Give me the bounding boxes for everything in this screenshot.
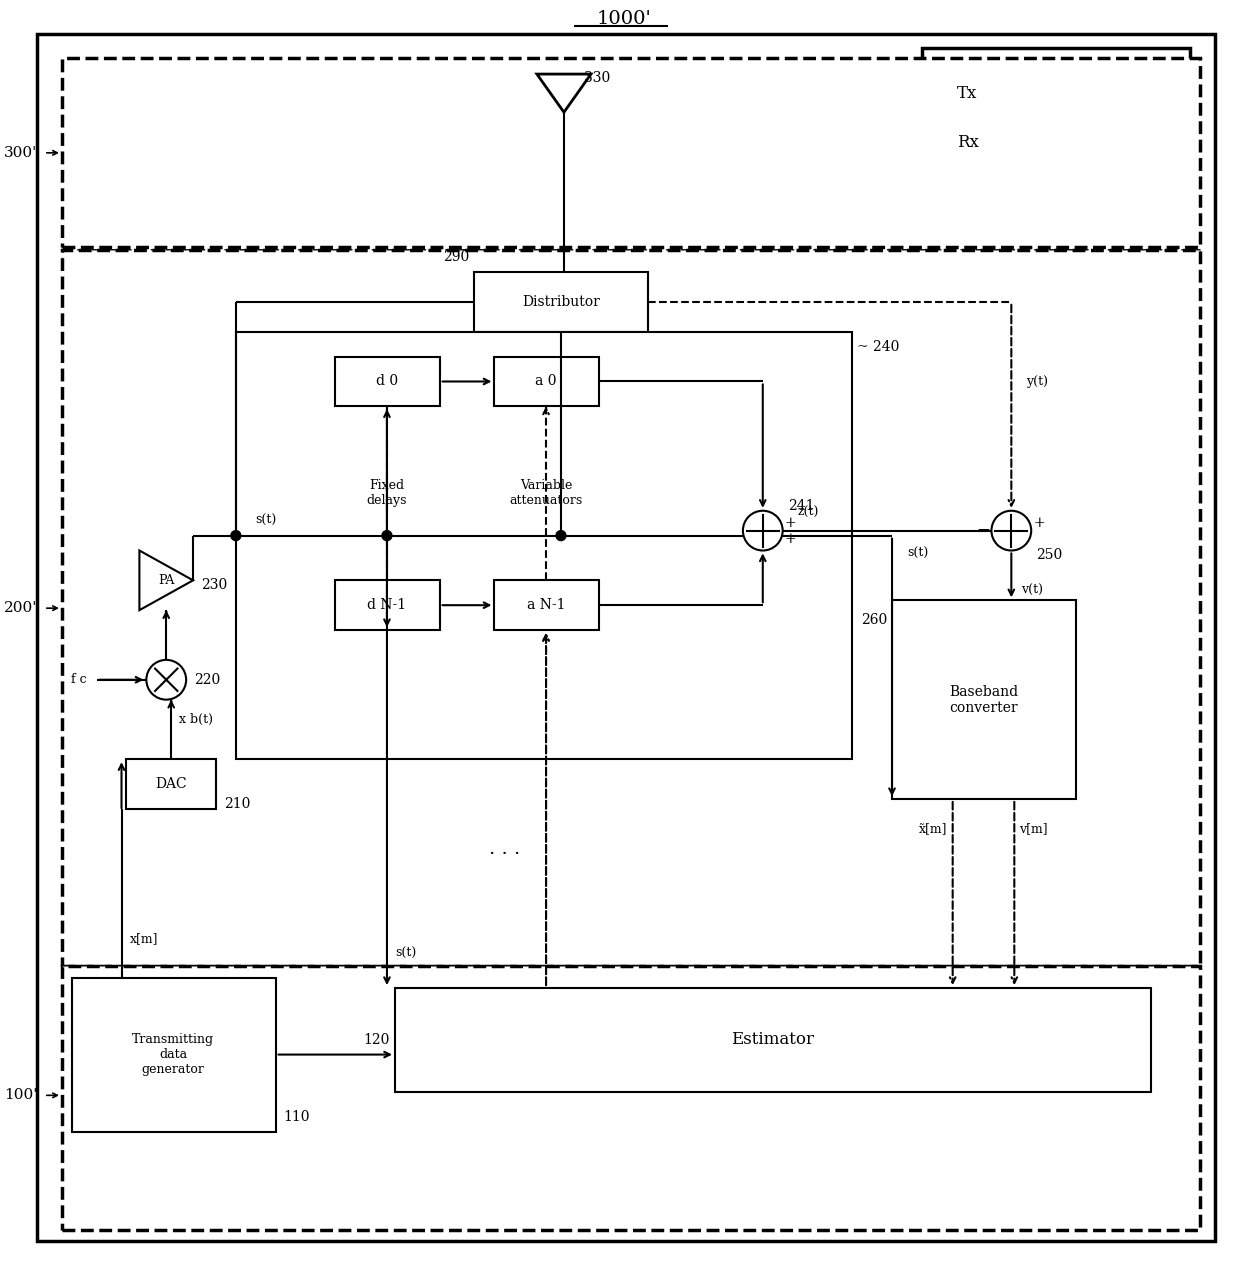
Circle shape [556, 530, 565, 541]
Text: 120: 120 [363, 1033, 389, 1047]
Text: Variable
attenuators: Variable attenuators [510, 479, 583, 507]
Text: 100': 100' [4, 1089, 37, 1103]
Text: d 0: d 0 [376, 375, 398, 389]
Circle shape [146, 660, 186, 700]
Bar [495, 580, 599, 630]
Bar [335, 580, 440, 630]
Text: x[m]: x[m] [129, 932, 157, 945]
Text: 200': 200' [4, 602, 37, 615]
Text: . . .: . . . [489, 840, 520, 858]
Bar [892, 601, 1076, 799]
Text: s(t): s(t) [394, 946, 417, 960]
Text: +: + [1033, 515, 1045, 529]
Text: 210: 210 [224, 797, 250, 811]
Text: z(t): z(t) [797, 506, 818, 519]
Bar [921, 48, 1190, 182]
Circle shape [231, 530, 241, 541]
Text: v[m]: v[m] [1019, 822, 1048, 835]
Text: 330: 330 [584, 71, 610, 85]
Text: +: + [785, 532, 796, 546]
Bar [335, 357, 440, 407]
Text: 1000': 1000' [596, 10, 651, 28]
Text: ~ 240: ~ 240 [857, 339, 899, 353]
Text: +: + [785, 515, 796, 529]
Bar [126, 760, 216, 810]
Bar [236, 332, 852, 760]
Circle shape [992, 511, 1032, 551]
Text: v(t): v(t) [1022, 584, 1043, 597]
Text: d N-1: d N-1 [367, 598, 407, 612]
Text: s(t): s(t) [255, 514, 277, 527]
Bar [62, 250, 1200, 966]
Text: 220: 220 [195, 673, 221, 687]
Text: 250: 250 [1037, 548, 1063, 562]
Text: a N-1: a N-1 [527, 598, 565, 612]
Text: Fixed
delays: Fixed delays [367, 479, 407, 507]
Text: 290: 290 [443, 250, 470, 264]
Circle shape [382, 530, 392, 541]
Bar [495, 357, 599, 407]
Text: Distributor: Distributor [522, 295, 600, 309]
Text: s(t): s(t) [906, 547, 929, 560]
Circle shape [743, 511, 782, 551]
Text: 300': 300' [4, 145, 37, 159]
Text: Rx: Rx [956, 134, 978, 152]
Text: Baseband
converter: Baseband converter [949, 685, 1018, 715]
Text: y(t): y(t) [1027, 375, 1048, 388]
Text: x b(t): x b(t) [179, 713, 213, 725]
Text: PA: PA [157, 574, 175, 586]
Text: −: − [977, 523, 991, 539]
Text: Transmitting
data
generator: Transmitting data generator [133, 1033, 215, 1076]
Text: f c: f c [71, 673, 87, 686]
Text: x̃[m]: x̃[m] [919, 822, 947, 835]
Text: a 0: a 0 [536, 375, 557, 389]
Bar [62, 59, 1200, 247]
Bar [475, 272, 649, 332]
Text: DAC: DAC [155, 778, 187, 792]
Bar [394, 988, 1151, 1093]
Bar [62, 966, 1200, 1229]
Text: Estimator: Estimator [732, 1031, 815, 1048]
Bar [72, 978, 275, 1132]
Text: 260: 260 [861, 613, 887, 627]
Polygon shape [537, 74, 591, 112]
Polygon shape [139, 551, 193, 611]
Text: 230: 230 [201, 579, 227, 593]
Text: 241: 241 [787, 499, 815, 513]
Text: 110: 110 [284, 1111, 310, 1125]
Text: Tx: Tx [956, 84, 977, 102]
